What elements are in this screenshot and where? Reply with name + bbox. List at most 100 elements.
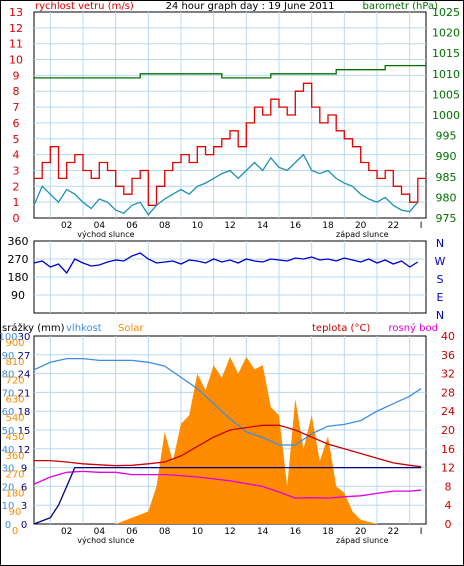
baro-axis-label: barometr (hPa): [363, 1, 439, 12]
dew-axis-label: rosný bod: [389, 322, 438, 334]
y-tick-label: 5: [13, 133, 20, 146]
x-tick-label: 14: [257, 221, 269, 231]
wind-plot-area: [33, 11, 427, 219]
y-tick-label: 20: [441, 424, 455, 437]
y-tick-label: 1010: [432, 68, 460, 81]
compass-label: N: [436, 309, 444, 322]
y-tick-label: 9: [13, 69, 20, 82]
y-tick-label: 0: [5, 520, 11, 531]
y-tick-label: 12: [18, 445, 31, 456]
y-tick-label: 270: [5, 470, 24, 481]
compass-label: S: [437, 273, 444, 286]
humidity-axis-label: vlhkost: [66, 323, 102, 334]
x-tick-label: 22: [388, 221, 399, 231]
y-tick-label: 100: [0, 332, 18, 343]
x-tick-label: 20: [355, 527, 367, 537]
sunrise-label: východ slunce: [77, 536, 134, 545]
series-rain: [33, 466, 422, 525]
y-tick-label: 8: [445, 480, 452, 493]
compass-label: W: [435, 255, 446, 268]
y-tick-label: 12: [441, 462, 455, 475]
x-tick-label: 16: [290, 221, 302, 231]
y-tick-label: 985: [436, 171, 457, 184]
y-tick-label: 13: [9, 6, 23, 19]
y-tick-label: 1000: [432, 109, 460, 122]
y-tick-label: 24: [18, 370, 31, 381]
y-tick-label: 360: [8, 235, 29, 248]
sunset-label: západ slunce: [336, 230, 389, 239]
y-tick-label: 20: [2, 482, 15, 493]
y-tick-label: 70: [2, 388, 15, 399]
y-tick-label: 270: [8, 253, 29, 266]
y-tick-label: 540: [5, 413, 24, 424]
x-tick-label: 06: [126, 527, 138, 537]
y-tick-label: 975: [436, 212, 457, 225]
y-tick-label: 1025: [432, 6, 460, 19]
y-tick-label: 80: [2, 370, 15, 381]
compass-label: E: [437, 291, 444, 304]
y-tick-label: 27: [18, 351, 31, 362]
y-tick-label: 40: [441, 330, 455, 343]
y-tick-label: 8: [13, 85, 20, 98]
y-tick-label: 0: [445, 518, 452, 531]
y-tick-label: 0: [13, 212, 20, 225]
y-tick-label: 990: [436, 150, 457, 163]
y-tick-label: 6: [13, 117, 20, 130]
y-tick-label: 630: [5, 394, 24, 405]
y-tick-label: 60: [2, 407, 15, 418]
y-tick-label: 7: [13, 101, 20, 114]
y-tick-label: 4: [13, 149, 20, 162]
series-barometer: [34, 64, 426, 79]
y-tick-label: 3: [21, 501, 27, 512]
series-solar: [34, 356, 422, 524]
series-temperature: [34, 424, 422, 468]
x-tick-label: I: [420, 527, 423, 537]
y-tick-label: 28: [441, 386, 455, 399]
y-tick-label: 24: [441, 405, 455, 418]
y-tick-label: 360: [5, 451, 24, 462]
series-humidity: [33, 357, 422, 446]
y-tick-label: 16: [441, 443, 455, 456]
x-tick-label: 20: [355, 221, 367, 231]
y-tick-label: 40: [2, 445, 15, 456]
y-tick-label: 10: [2, 501, 15, 512]
sunset-label: západ slunce: [336, 536, 389, 545]
y-tick-label: 11: [9, 38, 23, 51]
y-tick-label: 180: [8, 271, 29, 284]
y-tick-label: 900: [5, 338, 24, 349]
series-wind-direction: [33, 252, 419, 275]
y-tick-label: 450: [5, 432, 24, 443]
y-tick-label: 810: [5, 357, 24, 368]
y-tick-label: 4: [445, 499, 452, 512]
x-tick-label: 18: [322, 527, 334, 537]
y-tick-label: 30: [18, 332, 31, 343]
x-tick-label: 04: [94, 527, 106, 537]
y-tick-label: 2: [13, 180, 20, 193]
x-tick-label: I: [420, 221, 423, 231]
temp-axis-label: teplota (°C): [312, 323, 370, 334]
x-tick-label: 16: [290, 527, 302, 537]
x-tick-label: 18: [322, 221, 334, 231]
x-tick-label: 14: [257, 527, 269, 537]
y-tick-label: 0: [21, 520, 27, 531]
y-tick-label: 36: [441, 349, 455, 362]
series-wind-gust: [33, 153, 419, 216]
y-tick-label: 21: [18, 388, 31, 399]
x-tick-label: 22: [388, 527, 399, 537]
y-tick-label: 1005: [432, 88, 460, 101]
x-tick-label: 02: [61, 221, 72, 231]
y-tick-label: 15: [18, 426, 31, 437]
y-tick-label: 12: [9, 22, 23, 35]
y-tick-label: 90: [9, 507, 22, 518]
series-dew-point: [33, 470, 422, 499]
y-tick-label: 50: [2, 426, 15, 437]
solar-axis-label: Solar: [118, 323, 144, 334]
y-tick-label: 720: [5, 376, 24, 387]
x-tick-label: 02: [61, 527, 72, 537]
wind-axis-label: rychlost vetru (m/s): [35, 1, 134, 12]
series-wind-speed: [34, 82, 426, 206]
y-tick-label: 1015: [432, 47, 460, 60]
y-tick-label: 995: [436, 130, 457, 143]
x-tick-label: 08: [159, 221, 171, 231]
